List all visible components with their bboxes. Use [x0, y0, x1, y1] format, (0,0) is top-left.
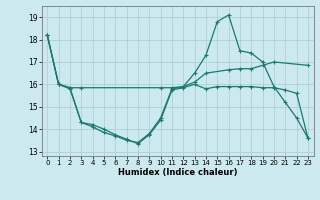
X-axis label: Humidex (Indice chaleur): Humidex (Indice chaleur) [118, 168, 237, 177]
